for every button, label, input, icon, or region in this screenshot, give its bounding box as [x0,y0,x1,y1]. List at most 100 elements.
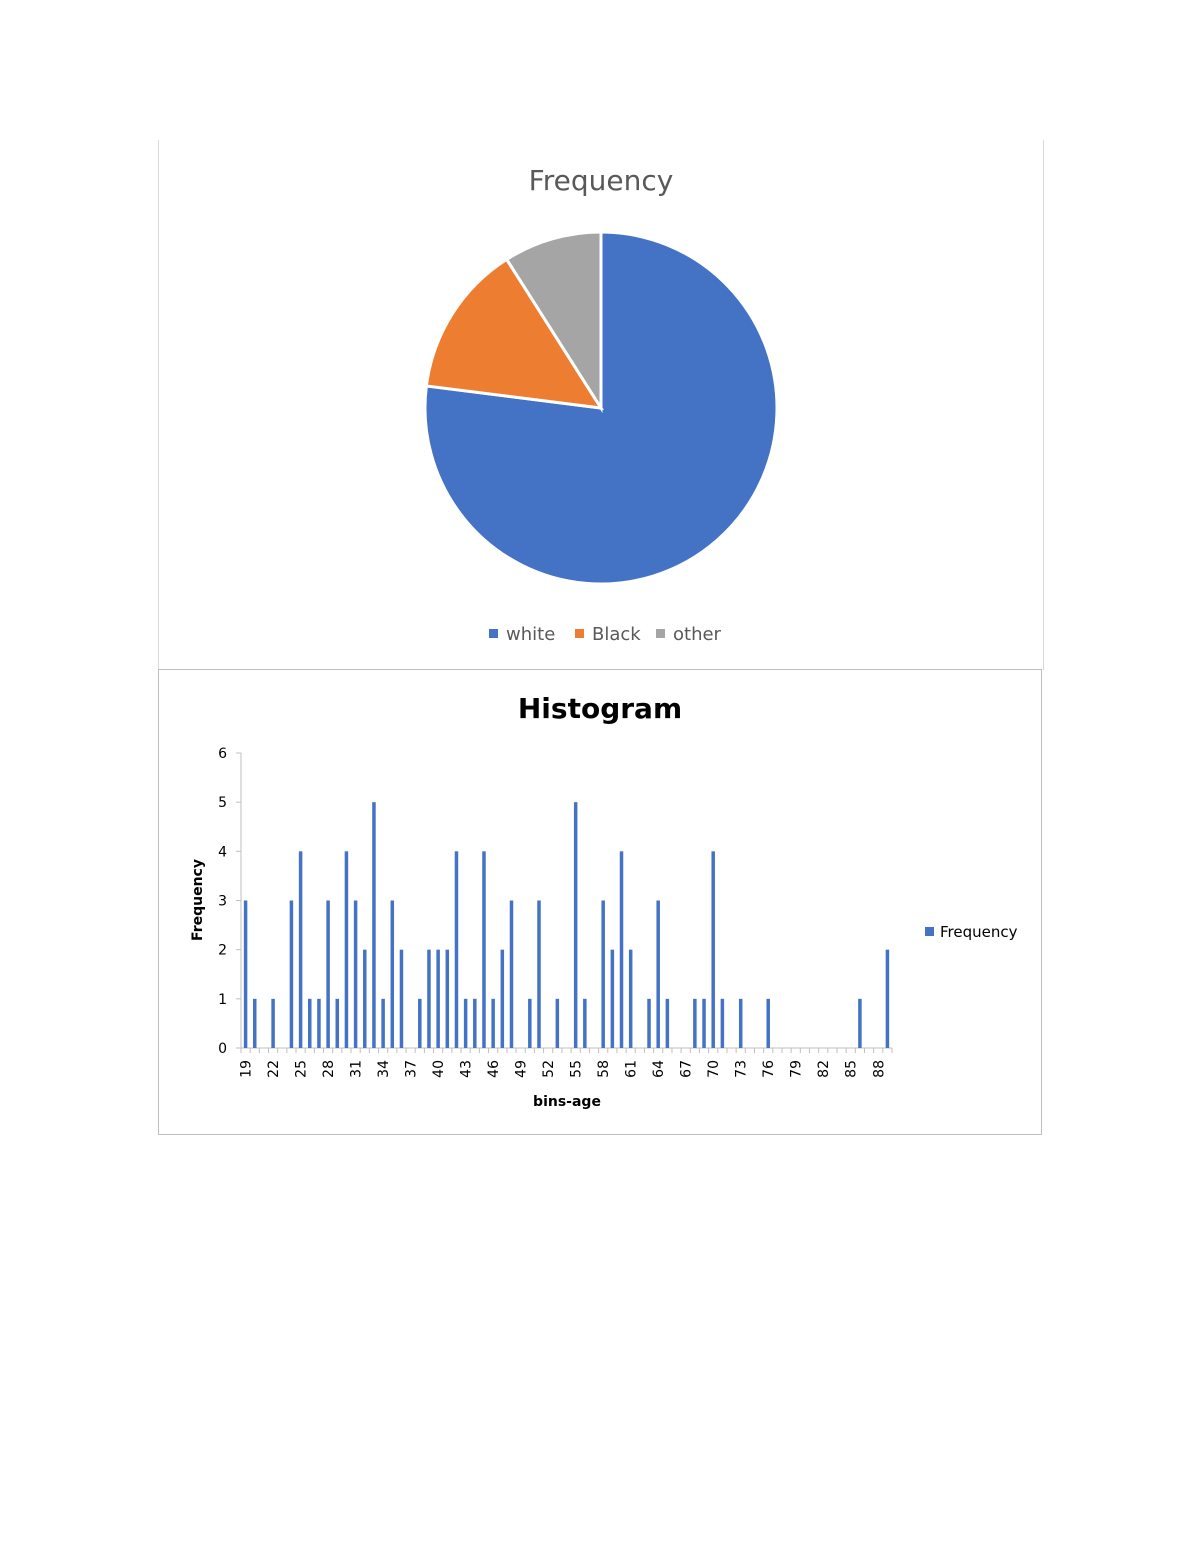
histogram-bar-22 [271,998,275,1048]
histogram-bar-89 [885,949,890,1048]
histogram-axes [236,752,893,1053]
pie-chart-panel: Frequency white Black other [158,140,1044,670]
histogram-bar-38 [418,998,422,1048]
y-tick-label: 1 [218,992,227,1008]
x-tick-label: 46 [486,1060,502,1078]
x-tick-label: 64 [651,1060,667,1078]
x-tick-label: 34 [376,1060,392,1078]
histogram-bar-25 [298,851,303,1048]
histogram-bar-32 [363,949,367,1048]
histogram-bar-44 [473,998,477,1048]
histogram-bar-51 [537,900,541,1048]
pie-slice-black [424,257,604,410]
histogram-bar-68 [693,998,697,1048]
legend-swatch-other [656,629,665,638]
y-tick-label: 0 [218,1041,227,1057]
histogram-bar-61 [628,949,633,1048]
pie-slices [423,230,779,586]
histogram-bar-58 [601,900,605,1048]
x-axis-title: bins-age [533,1094,601,1110]
x-tick-label: 25 [294,1060,310,1078]
histogram-bar-19 [243,900,248,1048]
y-tick-label: 3 [218,894,227,910]
pie-legend: white Black other [489,624,722,645]
histogram-title: Histogram [518,692,682,725]
histogram-bar-50 [528,998,532,1048]
histogram-panel: Histogram 0 1 2 3 4 5 6 19 22 25 28 31 34 37 40 43 46 49 5… [158,669,1042,1135]
histogram-bar-34 [381,998,385,1048]
histogram-bar-41 [445,949,450,1048]
histogram-bar-48 [509,900,514,1048]
x-tick-label: 82 [816,1060,832,1078]
histogram-bar-70 [711,851,715,1048]
legend-label-white: white [506,624,555,645]
histogram-bar-86 [858,998,862,1048]
y-tick-label: 5 [218,795,227,811]
histogram-bar-53 [555,998,560,1048]
x-tick-label: 37 [404,1060,420,1078]
x-tick-label: 67 [679,1060,695,1078]
x-tick-label: 55 [569,1060,585,1078]
pie-title: Frequency [529,164,674,197]
histogram-bar-73 [738,998,743,1048]
x-tick-label: 52 [541,1060,557,1078]
histogram-bar-42 [454,851,459,1048]
histogram-bar-56 [583,998,587,1048]
pie-slice-white [423,230,779,586]
histogram-bar-30 [344,851,349,1048]
y-tick-label: 2 [218,943,227,959]
histogram-bar-43 [463,998,468,1048]
histogram-bar-26 [308,998,312,1048]
y-axis-title: Frequency [190,859,206,941]
histogram-bar-33 [372,802,376,1048]
histogram-bar-27 [317,998,321,1048]
x-tick-label: 28 [321,1060,337,1078]
histogram-bar-46 [491,998,495,1048]
legend-label-other: other [673,624,722,645]
x-tick-label: 85 [844,1060,860,1078]
x-tick-label: 43 [459,1060,475,1078]
legend-swatch-white [489,629,498,638]
histogram-bar-40 [436,949,440,1048]
x-tick-label: 70 [706,1060,722,1078]
pie-slice-other [504,230,603,414]
histogram-bar-71 [720,998,725,1048]
histogram-bar-31 [353,900,358,1048]
x-tick-label: 61 [624,1060,640,1078]
legend-label-black: Black [592,624,641,645]
x-tick-label: 40 [431,1060,447,1078]
histogram-legend-swatch [925,927,934,936]
x-tick-label: 73 [734,1060,750,1078]
legend-swatch-black [575,629,584,638]
histogram-bar-36 [399,949,404,1048]
histogram-bar-69 [702,998,706,1048]
histogram-bar-76 [766,998,770,1048]
y-tick-label: 4 [218,844,227,860]
histogram-bar-63 [647,998,651,1048]
histogram-bar-28 [326,900,330,1048]
histogram-bar-55 [573,802,578,1048]
histogram-bar-35 [390,900,395,1048]
x-tick-label: 76 [761,1060,777,1078]
histogram-bar-64 [656,900,660,1048]
histogram-bar-29 [335,998,340,1048]
histogram-bar-39 [427,949,431,1048]
x-tick-label: 31 [349,1060,365,1078]
histogram-bar-45 [482,851,486,1048]
pie-chart: Frequency white Black other [423,164,779,645]
x-tick-label: 88 [871,1060,887,1078]
x-tick-label: 19 [239,1060,255,1078]
histogram-bar-20 [253,998,257,1048]
histogram-bar-65 [665,998,670,1048]
histogram-bar-47 [500,949,505,1048]
histogram-bar-60 [619,851,624,1048]
histogram-legend-label: Frequency [940,923,1018,941]
histogram-legend: Frequency [925,923,1018,941]
x-tick-label: 49 [514,1060,530,1078]
histogram-bar-24 [289,900,294,1048]
histogram-bar-59 [610,949,615,1048]
histogram-bars [243,802,890,1048]
y-tick-label: 6 [218,746,227,762]
